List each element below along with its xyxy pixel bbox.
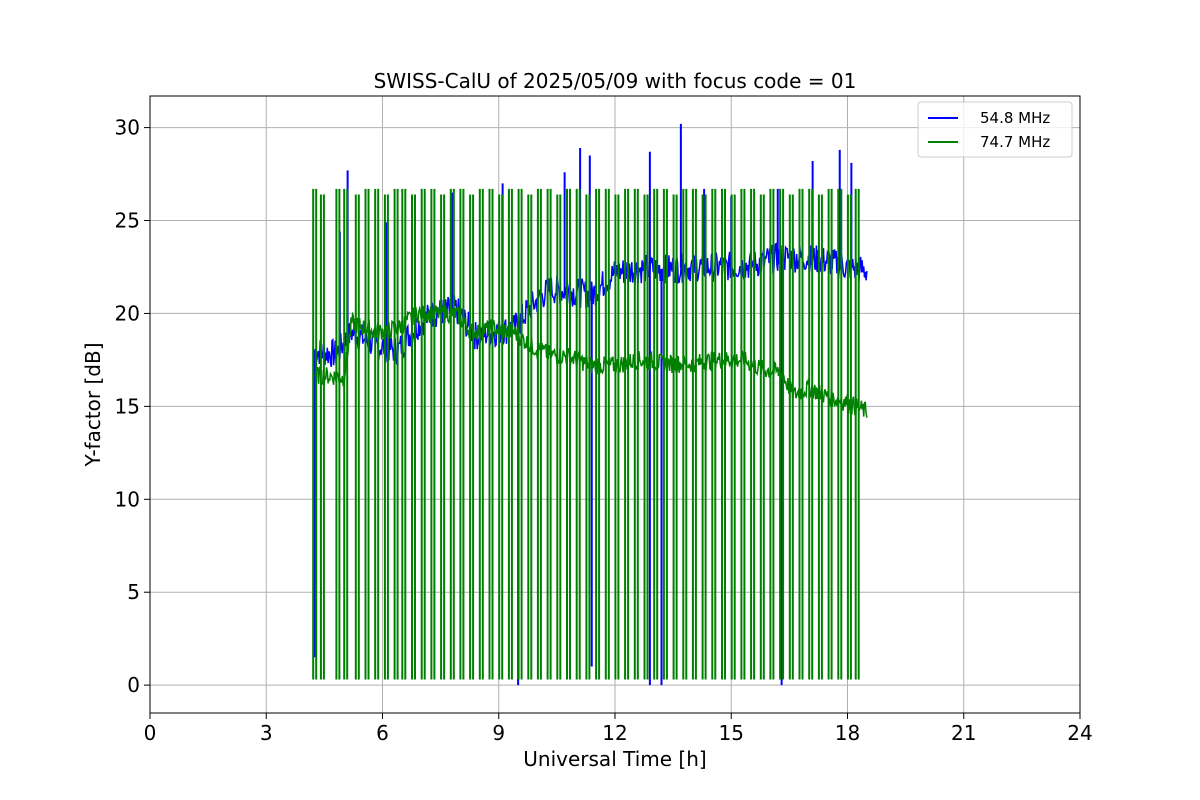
series-74-7-mhz-pulse	[440, 194, 446, 680]
series-74-7-mhz-pulse	[411, 194, 416, 680]
series-74-7-mhz-pulse	[595, 188, 601, 680]
y-axis-label: Y-factor [dB]	[81, 342, 105, 467]
series-74-7-mhz-pulse	[364, 188, 370, 680]
series-74-7-mhz-pulse	[488, 188, 494, 680]
legend: 54.8 MHz 74.7 MHz	[917, 101, 1073, 158]
series-74-7-mhz-pulse	[798, 188, 804, 680]
series-74-7-mhz-pulse	[633, 188, 639, 680]
series-74-7-mhz-pulse	[556, 194, 562, 680]
series-74-7-mhz-pulse	[624, 188, 630, 680]
series-74-7-mhz-pulse	[614, 194, 620, 680]
series-74-7-mhz-pulse	[672, 194, 678, 680]
x-tick-label: 24	[1067, 721, 1092, 745]
series-74-7-mhz-pulse	[846, 194, 852, 680]
series-74-7-mhz-pulse	[374, 188, 380, 680]
series-74-7-mhz-pulse	[393, 188, 399, 680]
series-74-7-mhz-pulse	[517, 188, 523, 680]
series-74-7-mhz-pulse	[383, 194, 389, 680]
series-74-7-mhz-pulse	[469, 194, 475, 680]
x-axis-label: Universal Time [h]	[523, 747, 706, 771]
x-tick-label: 12	[602, 721, 627, 745]
series-74-7-mhz-pulse	[319, 194, 325, 680]
series-74-7-mhz-pulse	[430, 188, 436, 680]
series-74-7-mhz-pulse	[662, 188, 668, 680]
series-74-7-mhz-pulse	[827, 188, 833, 680]
y-tick-label: 10	[115, 487, 140, 511]
legend-label-series-2: 74.7 MHz	[980, 133, 1050, 151]
series-74-7-mhz-pulse	[343, 188, 349, 680]
legend-label-series-1: 54.8 MHz	[980, 109, 1050, 127]
plot-area	[312, 123, 868, 686]
series-74-7-mhz-pulse	[779, 188, 785, 680]
series-74-7-mhz-pulse	[459, 188, 465, 680]
x-tick-label: 18	[835, 721, 860, 745]
x-tick-label: 21	[951, 721, 976, 745]
legend-box	[917, 101, 1073, 158]
x-tick-label: 6	[376, 721, 389, 745]
y-tick-label: 30	[115, 116, 140, 140]
series-74-7-mhz-pulse	[604, 188, 610, 680]
series-74-7-mhz-pulse	[701, 194, 707, 680]
series-74-7-mhz-pulse	[478, 188, 484, 680]
y-tick-label: 20	[115, 301, 140, 325]
series-74-7-mhz-pulse	[740, 188, 746, 680]
series-74-7-mhz-pulse	[788, 194, 794, 680]
series-74-7-mhz-line	[314, 304, 868, 418]
y-tick-label: 25	[115, 209, 140, 233]
series-74-7-mhz-pulse	[653, 188, 659, 680]
y-tick-label: 15	[115, 394, 140, 418]
series-74-7-mhz-pulse	[817, 194, 823, 680]
series-74-7-mhz-pulse	[566, 188, 571, 680]
x-tick-label: 0	[144, 721, 157, 745]
series-74-7-mhz-pulse	[354, 194, 360, 680]
y-tick-label: 0	[127, 673, 140, 697]
series-74-7-mhz-pulse	[711, 188, 717, 680]
chart-title: SWISS-CalU of 2025/05/09 with focus code…	[374, 69, 857, 93]
series-74-7-mhz-pulse	[730, 194, 736, 680]
series-74-7-mhz-pulse	[527, 194, 533, 680]
series-74-7-mhz-pulse	[312, 188, 318, 680]
series-74-7-mhz-pulse	[401, 188, 407, 680]
series-74-7-mhz-pulse	[854, 188, 860, 680]
series-74-7-mhz-pulse	[536, 188, 542, 680]
x-tick-label: 9	[492, 721, 505, 745]
series-74-7-mhz-pulse	[575, 188, 581, 680]
series-74-7-mhz-pulse	[769, 188, 775, 680]
series-74-7-mhz-pulse	[585, 194, 591, 680]
series-74-7-mhz-pulse	[643, 194, 649, 680]
series-74-7-mhz-pulse	[750, 188, 756, 680]
series-74-7-mhz-pulse	[498, 194, 504, 680]
x-tick-label: 3	[260, 721, 273, 745]
series-74-7-mhz-pulse	[507, 188, 513, 680]
axis-ticks: 0 3 6 9 12 15 18 21 24 0 5 10 15 20 25 30	[115, 116, 1093, 745]
series-74-7-mhz-pulse	[759, 194, 765, 680]
y-tick-label: 5	[127, 580, 140, 604]
series-74-7-mhz-pulse	[420, 188, 426, 680]
series-74-7-mhz-pulse	[691, 188, 697, 680]
series-74-7-mhz-pulse	[837, 188, 843, 680]
series-74-7-mhz-pulse	[682, 188, 688, 680]
series-74-7-mhz-pulse	[721, 188, 726, 680]
series-74-7-mhz-pulse	[449, 188, 455, 680]
series-74-7-mhz-pulse	[335, 188, 341, 680]
x-tick-label: 15	[719, 721, 744, 745]
series-74-7-mhz-pulse	[546, 188, 552, 680]
series-74-7-mhz-pulse	[808, 188, 814, 680]
